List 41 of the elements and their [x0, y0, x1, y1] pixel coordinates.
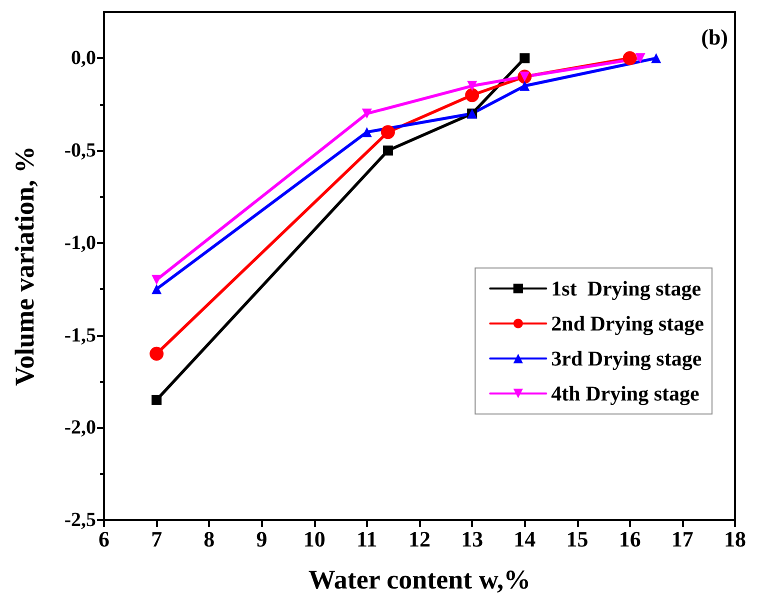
y-tick-label: -1,5: [64, 324, 96, 346]
point: [152, 274, 162, 285]
point: [150, 346, 164, 361]
x-axis-title: Water content w,%: [308, 564, 531, 594]
y-tick-label: 0,0: [71, 47, 96, 70]
point: [382, 146, 393, 156]
x-tick-label: 15: [566, 526, 588, 552]
legend-label: 1st Drying stage: [551, 276, 702, 300]
y-tick-label: -2,5: [64, 509, 96, 531]
x-tick-label: 17: [671, 526, 694, 552]
y-tick-label: -0,5: [64, 140, 96, 162]
x-tick-label: 16: [618, 526, 641, 552]
legend-label: 2nd Drying stage: [551, 312, 704, 336]
point: [520, 53, 530, 64]
x-tick-label: 10: [303, 526, 326, 552]
x-tick-label: 13: [461, 526, 484, 552]
y-tick-label: -1,0: [64, 232, 96, 254]
y-axis-title: Volume variation, %: [10, 146, 40, 386]
y-tick-label: -2,0: [64, 416, 96, 439]
point: [152, 284, 162, 294]
point: [152, 394, 162, 405]
legend-label: 3rd Drying stage: [551, 346, 702, 370]
x-tick-label: 14: [514, 526, 536, 552]
point: [467, 80, 478, 91]
point: [520, 80, 530, 91]
point: [465, 88, 480, 102]
annotation: (b): [701, 24, 728, 50]
x-tick-label: 6: [98, 526, 110, 552]
point: [362, 127, 372, 138]
point: [362, 108, 372, 119]
point: [380, 125, 395, 140]
x-tick-label: 18: [724, 526, 746, 552]
x-tick-label: 11: [356, 526, 378, 552]
x-tick-label: 12: [408, 526, 430, 552]
legend-label: 4th Drying stage: [551, 382, 700, 406]
x-tick-label: 9: [256, 526, 268, 552]
point: [635, 53, 646, 64]
point: [622, 51, 637, 66]
x-tick-label: 7: [151, 526, 162, 552]
point: [651, 53, 662, 64]
x-tick-label: 8: [204, 526, 215, 552]
